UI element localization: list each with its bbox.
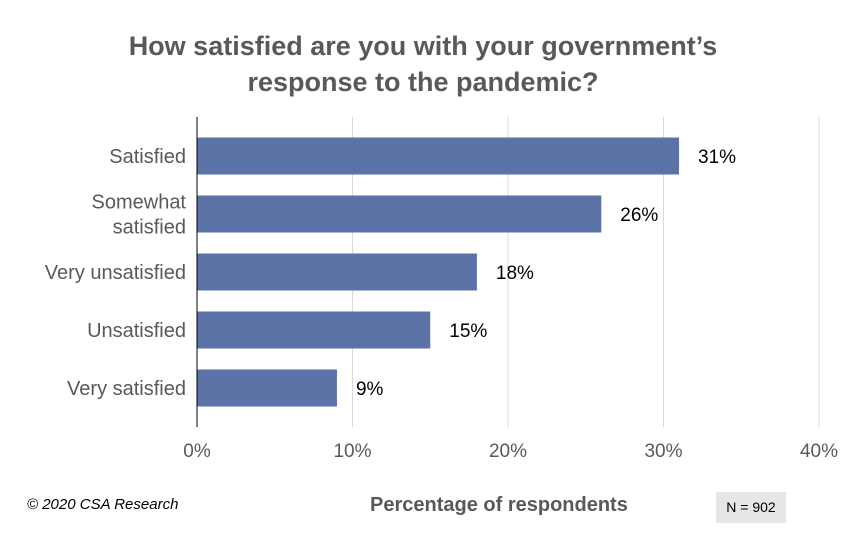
- copyright-notice: © 2020 CSA Research: [27, 496, 179, 513]
- bar: [197, 195, 602, 233]
- data-label: 31%: [698, 147, 736, 168]
- bar: [197, 137, 680, 175]
- category-label: Satisfied: [109, 146, 186, 168]
- category-label: Somewhat satisfied: [92, 192, 187, 239]
- category-labels: Satisfied Somewhat satisfied Very unsatisfi…: [45, 146, 187, 400]
- category-label-line: Satisfied: [109, 146, 186, 168]
- category-label-line: Somewhat: [92, 192, 187, 214]
- sample-size-badge: N = 902: [716, 492, 786, 523]
- data-label: 26%: [620, 205, 658, 226]
- x-tick-label: 30%: [644, 441, 682, 462]
- x-tick-label: 20%: [489, 441, 527, 462]
- data-labels: 31% 26% 18% 15% 9%: [356, 147, 736, 400]
- chart-title-line-1: How satisfied are you with your governme…: [128, 31, 718, 61]
- bar: [197, 253, 477, 291]
- category-label-line: Very satisfied: [67, 378, 186, 400]
- category-label: Very unsatisfied: [45, 262, 186, 284]
- bar: [197, 311, 431, 349]
- x-axis-label: Percentage of respondents: [370, 494, 628, 516]
- data-label: 18%: [496, 263, 534, 284]
- bars: [197, 137, 680, 407]
- data-label: 15%: [449, 321, 487, 342]
- chart-title-line-2: response to the pandemic?: [247, 67, 599, 97]
- chart-title: How satisfied are you with your governme…: [0, 28, 846, 100]
- x-tick-label: 10%: [333, 441, 371, 462]
- data-label: 9%: [356, 379, 384, 400]
- category-label-line: Unsatisfied: [87, 320, 186, 342]
- category-label: Very satisfied: [67, 378, 186, 400]
- category-label-line: Very unsatisfied: [45, 262, 186, 284]
- bar: [197, 369, 337, 407]
- x-tick-label: 40%: [800, 441, 838, 462]
- category-label-line: satisfied: [113, 217, 186, 239]
- category-label: Unsatisfied: [87, 320, 186, 342]
- x-tick-label: 0%: [183, 441, 211, 462]
- x-tick-labels: 0% 10% 20% 30% 40%: [183, 441, 838, 462]
